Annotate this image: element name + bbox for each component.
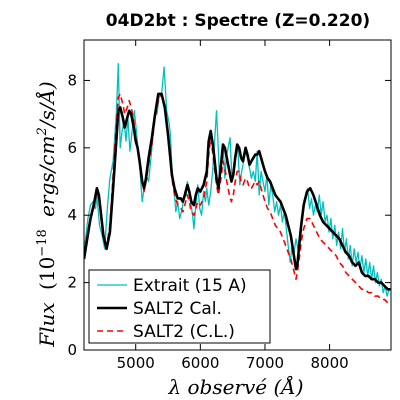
legend-label-2: SALT2 Cal. [133, 299, 222, 319]
y-tick-label: 6 [67, 139, 77, 157]
x-tick-label: 8000 [311, 354, 349, 372]
series-line-1 [84, 62, 390, 297]
ticks-layer: 5000 6000 7000 8000 0 2 4 6 8 [67, 40, 391, 372]
y-axis-label: Flux (10−18 ergs/cm2/s/Å) [27, 81, 59, 348]
y-tick-label: 2 [67, 274, 77, 292]
chart-title: 04D2bt : Spectre (Z=0.220) [106, 11, 370, 31]
x-tick-label: 7000 [246, 354, 284, 372]
legend-label-3: SALT2 (C.L.) [133, 322, 235, 342]
series-layer [84, 62, 391, 304]
y-tick-label: 4 [67, 206, 77, 224]
legend: Extrait (15 A) SALT2 Cal. SALT2 (C.L.) [88, 269, 271, 344]
svg-text:Flux (10−18 ergs/c: Flux (10−18 ergs/cm2/s/Å) [27, 81, 59, 348]
y-tick-label: 8 [67, 71, 77, 89]
series-line-2 [84, 92, 391, 291]
legend-label-1: Extrait (15 A) [133, 276, 247, 296]
x-axis-label: λ observé (Å) [167, 374, 303, 399]
x-tick-label: 5000 [117, 354, 155, 372]
x-tick-label: 6000 [181, 354, 219, 372]
plot-frame [83, 39, 392, 351]
y-tick-label: 0 [67, 341, 77, 359]
